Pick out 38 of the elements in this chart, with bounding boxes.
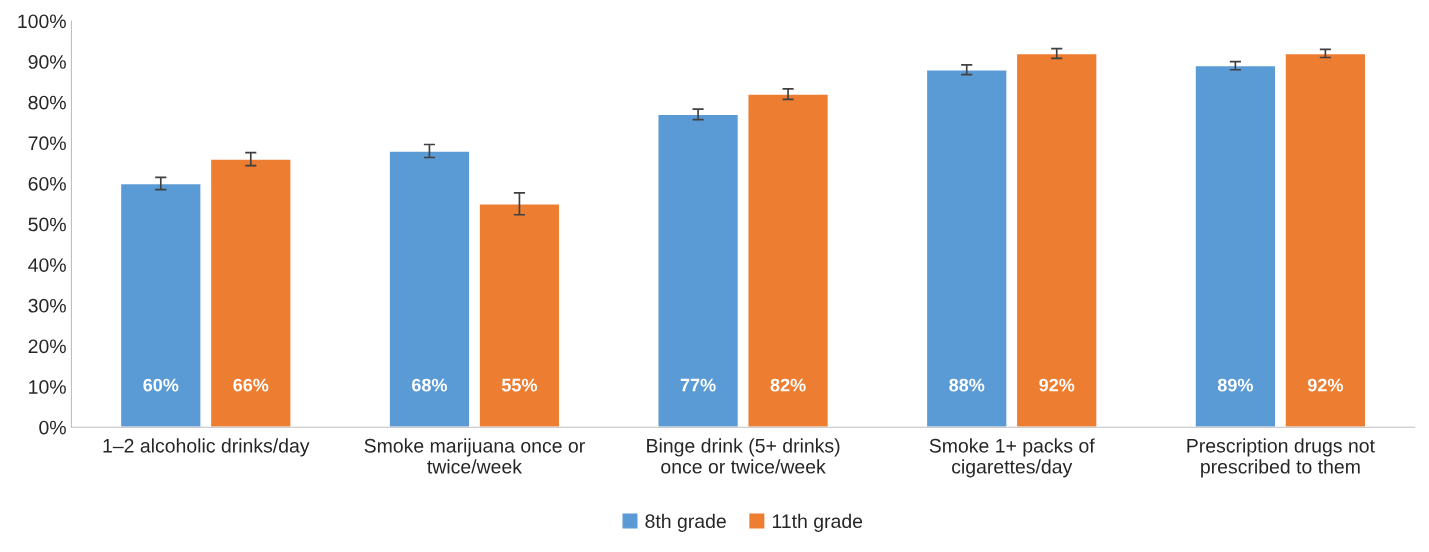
data-label: 77%: [680, 378, 716, 392]
data-label: 60%: [143, 378, 179, 392]
data-label: 68%: [412, 378, 448, 392]
bar: [209, 158, 292, 428]
legend-label: 8th grade: [645, 513, 726, 532]
bar: [1194, 64, 1277, 428]
bar: [388, 150, 471, 428]
x-tick-label: Smoke 1+ packs of cigarettes/day: [929, 438, 1095, 478]
bar: [1284, 52, 1367, 428]
data-label: 88%: [949, 378, 985, 392]
data-label: 66%: [233, 378, 269, 392]
data-label: 92%: [1039, 378, 1075, 392]
x-tick-label: Smoke marijuana once or twice/week: [364, 438, 585, 474]
x-tick-label: Prescription drugs not prescribed to them: [1187, 438, 1375, 478]
bar: [1015, 52, 1098, 428]
y-tick-label: 50%: [28, 217, 66, 232]
bar: [747, 93, 830, 428]
x-tick-label: 1–2 alcoholic drinks/day: [103, 438, 310, 457]
bar: [657, 113, 740, 428]
y-tick-label: 90%: [28, 55, 66, 69]
y-tick-label: 0%: [39, 420, 66, 435]
data-label: 55%: [501, 378, 538, 392]
data-label: 82%: [770, 378, 806, 392]
bar: [119, 182, 202, 428]
y-tick-label: 40%: [28, 258, 66, 272]
bar: [925, 69, 1008, 428]
y-tick-label: 70%: [28, 136, 66, 151]
y-tick-label: 10%: [29, 380, 66, 394]
data-label: 92%: [1307, 378, 1343, 392]
y-tick-label: 60%: [28, 176, 66, 191]
y-tick-label: 100%: [18, 14, 66, 29]
y-tick-label: 20%: [28, 339, 66, 354]
y-tick-label: 30%: [28, 298, 66, 313]
x-tick-label: Binge drink (5+ drinks) once or twice/week: [647, 438, 840, 474]
data-label: 89%: [1217, 378, 1253, 392]
legend-label: 11th grade: [772, 513, 863, 532]
bar: [478, 203, 561, 428]
y-tick-label: 80%: [28, 95, 66, 110]
